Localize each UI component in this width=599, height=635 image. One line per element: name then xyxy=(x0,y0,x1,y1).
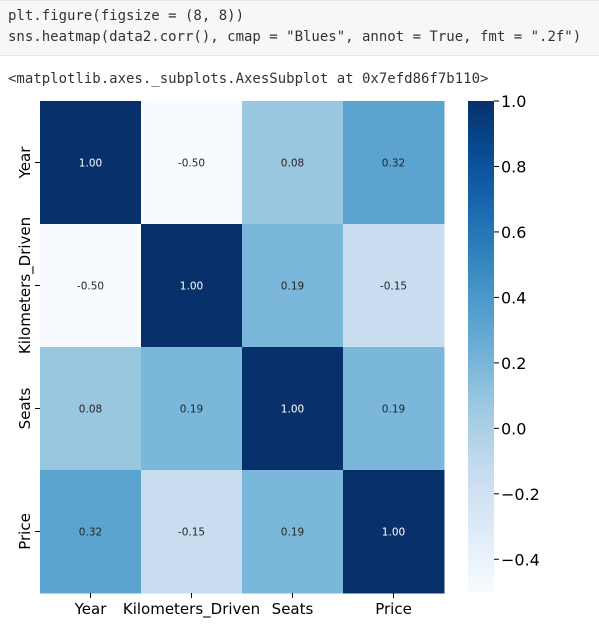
cell-annotation: 0.19 xyxy=(281,527,304,539)
heatmap-cell xyxy=(40,347,142,471)
cell-annotation: -0.50 xyxy=(178,158,205,170)
cell-annotation: 0.32 xyxy=(382,158,405,170)
heatmap-cell xyxy=(242,470,344,594)
x-tick-label: Price xyxy=(375,600,412,618)
cell-annotation: 0.19 xyxy=(382,404,405,416)
cell-annotation: 1.00 xyxy=(79,158,102,170)
cell-annotation: 1.00 xyxy=(382,527,405,539)
code-line-2: sns.heatmap(data2.corr(), cmap = "Blues"… xyxy=(8,29,582,45)
y-tick-label: Kilometers_Driven xyxy=(16,217,35,354)
x-tick-label: Seats xyxy=(272,600,314,618)
y-tick-label: Seats xyxy=(16,387,34,429)
heatmap-cell xyxy=(242,101,344,225)
heatmap-cell xyxy=(343,101,445,225)
cell-annotation: 0.19 xyxy=(281,281,304,293)
heatmap-cell xyxy=(343,347,445,471)
heatmap-cell xyxy=(141,101,243,225)
cell-annotation: 0.08 xyxy=(79,404,102,416)
cell-annotation: -0.15 xyxy=(380,281,407,293)
cell-annotation: 1.00 xyxy=(180,281,203,293)
heatmap-cell xyxy=(40,224,142,348)
colorbar-tick-label: −0.4 xyxy=(501,550,540,569)
colorbar-tick-label: 0.4 xyxy=(501,288,526,307)
y-tick-label: Price xyxy=(16,513,34,550)
code-line-1: plt.figure(figsize = (8, 8)) xyxy=(8,8,245,24)
cell-annotation: -0.50 xyxy=(77,281,104,293)
x-tick-label: Year xyxy=(74,600,108,618)
heatmap-cell xyxy=(242,224,344,348)
heatmap-cell xyxy=(343,470,445,594)
colorbar-tick-label: 0.2 xyxy=(501,354,526,373)
heatmap-cell xyxy=(141,347,243,471)
code-cell[interactable]: plt.figure(figsize = (8, 8)) sns.heatmap… xyxy=(0,0,599,56)
heatmap-cell xyxy=(242,347,344,471)
heatmap-cell xyxy=(141,470,243,594)
y-tick-label: Year xyxy=(16,146,34,180)
cell-annotation: 0.32 xyxy=(79,527,102,539)
colorbar-tick-label: 0.8 xyxy=(501,157,526,176)
cell-annotation: 0.08 xyxy=(281,158,304,170)
colorbar-tick-label: 0.0 xyxy=(501,419,526,438)
heatmap-cell xyxy=(40,101,142,225)
colorbar xyxy=(468,101,494,592)
heatmap-cell xyxy=(40,470,142,594)
heatmap-cell xyxy=(343,224,445,348)
heatmap-cell xyxy=(141,224,243,348)
cell-annotation: 1.00 xyxy=(281,404,304,416)
colorbar-tick-label: 0.6 xyxy=(501,223,526,242)
x-tick-label: Kilometers_Driven xyxy=(123,600,260,619)
colorbar-tick-label: −0.2 xyxy=(501,485,540,504)
cell-annotation: -0.15 xyxy=(178,527,205,539)
cell-annotation: 0.19 xyxy=(180,404,203,416)
colorbar-tick-label: 1.0 xyxy=(501,92,526,111)
output-text: <matplotlib.axes._subplots.AxesSubplot a… xyxy=(8,71,489,87)
